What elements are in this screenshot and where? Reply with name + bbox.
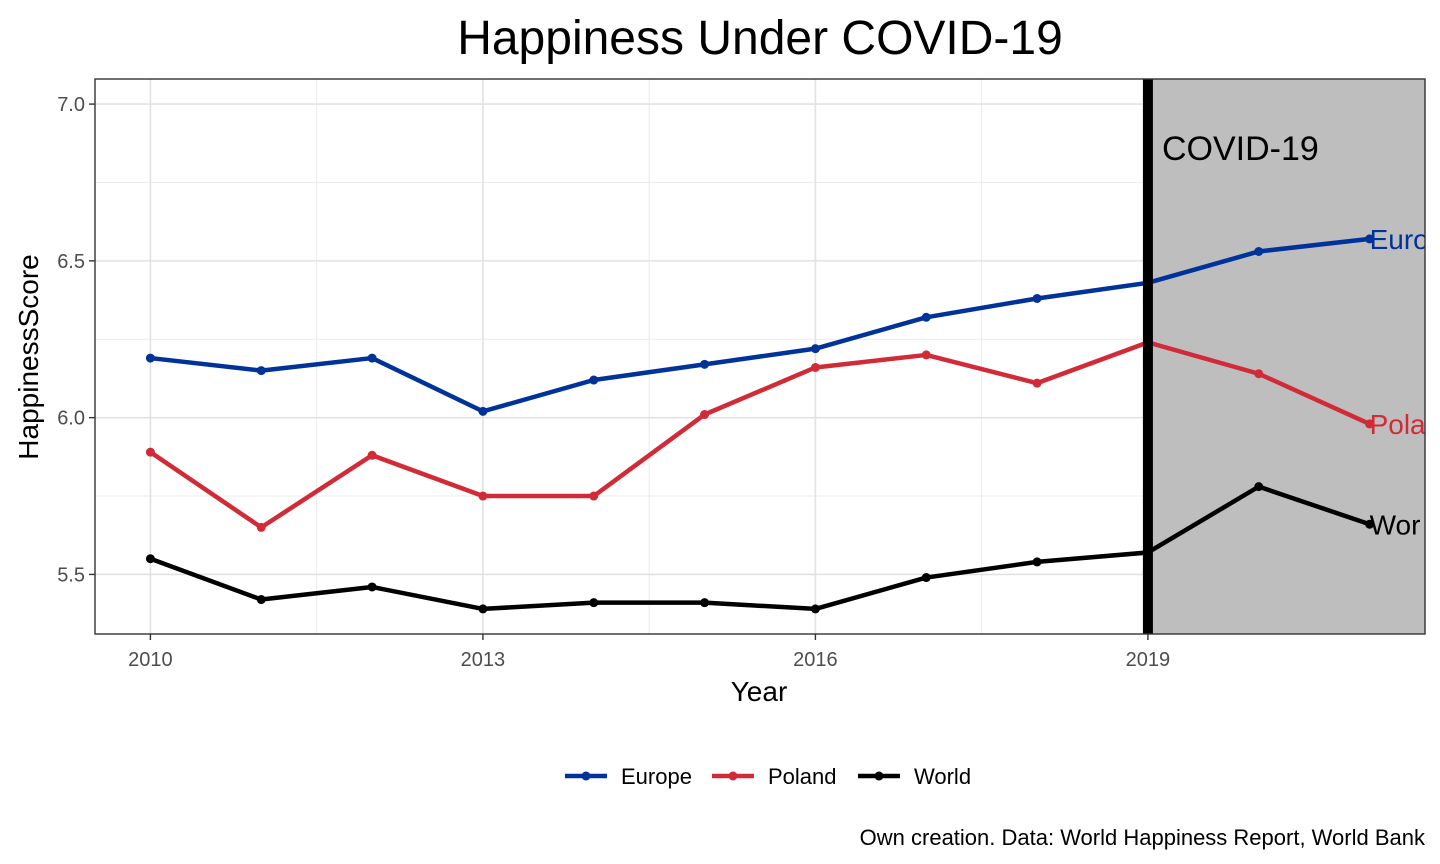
covid-vertical-line bbox=[1142, 79, 1153, 634]
data-point-europe-2020 bbox=[1254, 246, 1264, 256]
y-axis-label: HappinessScore bbox=[13, 254, 44, 459]
data-point-world-2020 bbox=[1254, 482, 1264, 492]
data-point-europe-2011 bbox=[256, 366, 266, 376]
data-point-poland-2013 bbox=[478, 491, 488, 501]
x-tick-label: 2010 bbox=[128, 649, 173, 671]
data-point-world-2010 bbox=[145, 554, 155, 564]
legend-label-poland: Poland bbox=[768, 764, 837, 789]
chart-caption: Own creation. Data: World Happiness Repo… bbox=[860, 825, 1426, 850]
data-point-europe-2013 bbox=[478, 406, 488, 416]
data-point-europe-2012 bbox=[367, 353, 377, 363]
data-point-poland-2014 bbox=[589, 491, 599, 501]
legend-marker-world bbox=[874, 771, 884, 781]
data-point-poland-2012 bbox=[367, 450, 377, 460]
data-point-world-2014 bbox=[589, 598, 599, 608]
data-point-poland-2018 bbox=[1032, 378, 1042, 388]
data-point-world-2021 bbox=[1365, 519, 1375, 529]
x-tick-label: 2019 bbox=[1126, 649, 1171, 671]
data-point-poland-2020 bbox=[1254, 369, 1264, 379]
y-tick-label: 6.0 bbox=[57, 408, 85, 430]
legend: Europe Poland World bbox=[565, 764, 971, 789]
data-point-poland-2016 bbox=[810, 362, 820, 372]
legend-item-poland: Poland bbox=[712, 764, 837, 789]
series-line-europe bbox=[150, 236, 1370, 414]
end-label-world: Wor bbox=[1370, 509, 1421, 540]
covid-marker-layer bbox=[1142, 79, 1153, 634]
data-point-world-2018 bbox=[1032, 557, 1042, 567]
covid-annotation-label: COVID-19 bbox=[1162, 130, 1319, 168]
y-axis-ticks: 5.5 6.0 6.5 7.0 bbox=[57, 94, 95, 586]
legend-label-europe: Europe bbox=[621, 764, 692, 789]
data-point-poland-2015 bbox=[700, 410, 710, 420]
data-point-world-2012 bbox=[367, 582, 377, 592]
series-line-poland bbox=[149, 340, 1371, 530]
x-axis-label: Year bbox=[731, 676, 788, 707]
y-tick-label: 5.5 bbox=[57, 564, 85, 586]
legend-marker-europe bbox=[581, 771, 591, 781]
data-point-world-2015 bbox=[700, 598, 710, 608]
legend-marker-poland bbox=[728, 771, 738, 781]
legend-item-europe: Europe bbox=[565, 764, 692, 789]
data-point-europe-2017 bbox=[921, 312, 931, 322]
data-point-poland-2021 bbox=[1365, 419, 1375, 429]
data-point-poland-2010 bbox=[145, 447, 155, 457]
data-point-world-2016 bbox=[810, 604, 820, 614]
x-tick-label: 2013 bbox=[461, 649, 506, 671]
data-point-europe-2016 bbox=[810, 344, 820, 354]
data-point-europe-2015 bbox=[700, 359, 710, 369]
data-point-europe-2010 bbox=[145, 353, 155, 363]
series-layer bbox=[145, 234, 1375, 614]
plot-frame bbox=[94, 78, 1426, 635]
y-tick-label: 6.5 bbox=[57, 251, 85, 273]
data-point-world-2013 bbox=[478, 604, 488, 614]
end-label-poland: Pola bbox=[1370, 409, 1426, 440]
legend-item-world: World bbox=[858, 764, 971, 789]
data-point-europe-2014 bbox=[589, 375, 599, 385]
y-tick-label: 7.0 bbox=[57, 94, 85, 116]
data-point-poland-2017 bbox=[921, 350, 931, 360]
series-line-world bbox=[149, 484, 1371, 612]
x-axis-ticks: 2010 2013 2016 2019 bbox=[128, 634, 1170, 671]
data-point-world-2011 bbox=[256, 595, 266, 605]
end-labels-layer: Euro Pola Wor bbox=[1370, 224, 1429, 540]
chart-title: Happiness Under COVID-19 bbox=[457, 12, 1063, 65]
data-point-europe-2021 bbox=[1365, 234, 1375, 244]
x-tick-label: 2016 bbox=[793, 649, 838, 671]
plot-border bbox=[94, 78, 1426, 635]
end-label-europe: Euro bbox=[1370, 224, 1429, 255]
legend-label-world: World bbox=[914, 764, 971, 789]
data-point-world-2017 bbox=[921, 573, 931, 583]
data-point-europe-2018 bbox=[1032, 293, 1042, 303]
data-point-poland-2011 bbox=[256, 522, 266, 532]
